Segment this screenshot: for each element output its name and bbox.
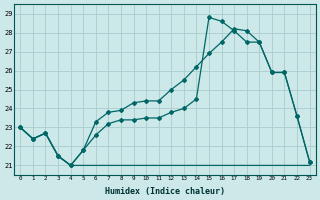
X-axis label: Humidex (Indice chaleur): Humidex (Indice chaleur) (105, 187, 225, 196)
